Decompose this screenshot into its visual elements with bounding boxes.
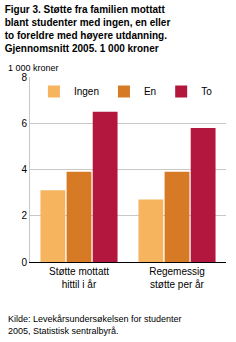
svg-text:Regemessigstøtte per år: Regemessigstøtte per år [149,266,205,290]
svg-text:6: 6 [21,118,27,129]
svg-text:Kilde: Levekårsundersøkelsen f: Kilde: Levekårsundersøkelsen for student… [8,314,182,336]
svg-text:To: To [201,86,212,97]
svg-text:1 000 kroner: 1 000 kroner [8,63,59,73]
svg-text:8: 8 [21,72,27,83]
svg-text:4: 4 [21,164,27,175]
svg-text:En: En [144,86,156,97]
svg-text:Ingen: Ingen [74,86,99,97]
svg-text:Støtte mottatthittil i år: Støtte mottatthittil i år [49,266,109,290]
svg-text:Figur 3. Støtte fra familien m: Figur 3. Støtte fra familien mottattblan… [5,4,171,54]
svg-text:2: 2 [21,210,27,221]
svg-text:0: 0 [21,257,27,268]
